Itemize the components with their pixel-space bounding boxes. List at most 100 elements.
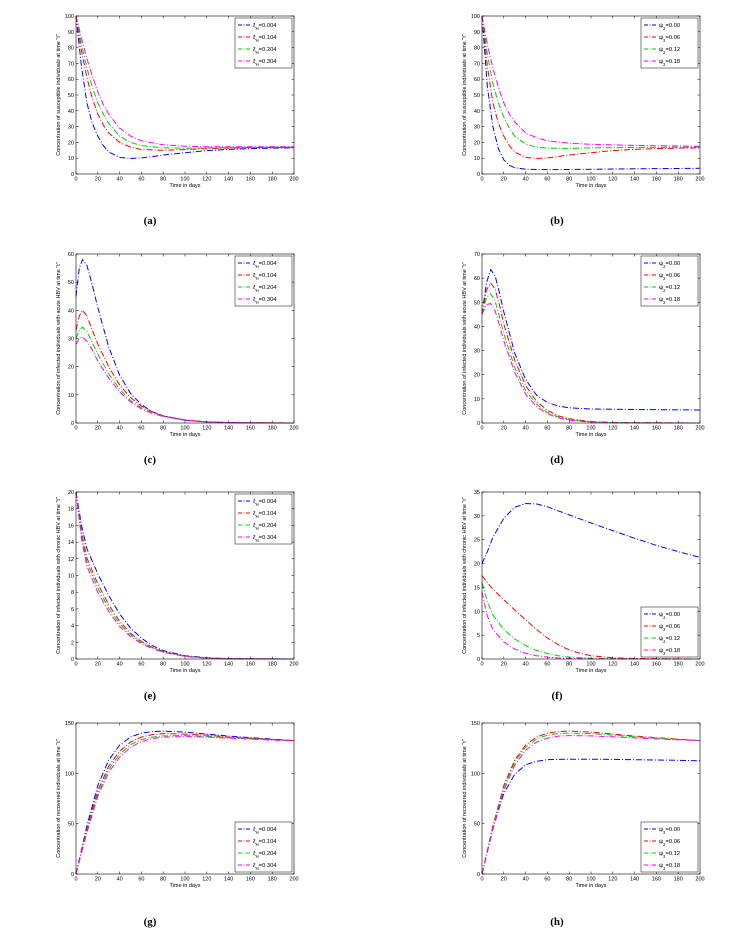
y-tick-label: 50 [68, 822, 74, 828]
x-tick-label: 160 [246, 662, 255, 668]
x-tick-label: 200 [695, 177, 704, 183]
panel-label: (h) [550, 916, 564, 928]
legend-entry: ξH=0.004 [253, 261, 277, 269]
y-tick-label: 8 [71, 590, 74, 596]
y-tick-label: 5 [477, 633, 480, 639]
x-tick-label: 60 [138, 662, 144, 668]
legend: ψ2=0.00 ψ2=0.06 ψ2=0.12 ψ2=0.18 [640, 606, 699, 658]
x-tick-label: 120 [608, 426, 617, 432]
x-tick-label: 120 [608, 177, 617, 183]
x-tick-label: 80 [566, 662, 572, 668]
series-line [75, 326, 295, 424]
y-tick-label: 70 [68, 61, 74, 67]
x-tick-label: 40 [117, 426, 123, 432]
legend-entry: ψ2=0.12 [659, 47, 680, 55]
x-tick-label: 0 [480, 177, 483, 183]
legend-box [234, 255, 293, 307]
x-tick-label: 160 [652, 877, 661, 883]
y-tick-label: 0 [477, 657, 480, 663]
legend-entry: ψ2=0.18 [659, 863, 680, 871]
series-line [481, 302, 701, 424]
x-tick-label: 20 [501, 177, 507, 183]
x-tick-label: 80 [566, 426, 572, 432]
y-tick-label: 18 [68, 507, 74, 513]
x-axis-label: Time in days [170, 883, 201, 889]
legend-box [640, 255, 699, 307]
x-tick-label: 180 [268, 877, 277, 883]
y-tick-label: 0 [71, 421, 74, 427]
legend-entry: ξH=0.004 [253, 23, 277, 31]
x-tick-label: 200 [289, 877, 298, 883]
y-tick-label: 10 [68, 156, 74, 162]
legend-entry: ξH=0.104 [253, 511, 277, 519]
legend-entry: ξH=0.104 [253, 35, 277, 43]
x-tick-label: 100 [586, 662, 595, 668]
legend-entry: ξH=0.104 [253, 273, 277, 281]
legend-entry: ψ2=0.00 [659, 827, 680, 835]
legend: ψ2=0.00 ψ2=0.06 ψ2=0.12 ψ2=0.18 [640, 821, 699, 873]
x-tick-label: 140 [224, 877, 233, 883]
y-tick-label: 20 [474, 140, 480, 146]
y-tick-label: 50 [474, 822, 480, 828]
y-tick-label: 100 [65, 14, 74, 20]
y-tick-label: 100 [471, 771, 480, 777]
panel-label: (d) [550, 454, 564, 466]
y-tick-label: 80 [474, 46, 480, 52]
x-axis-label: Time in days [576, 883, 607, 889]
x-tick-label: 60 [138, 177, 144, 183]
x-tick-label: 60 [138, 426, 144, 432]
x-tick-label: 40 [117, 877, 123, 883]
y-tick-label: 0 [477, 872, 480, 878]
legend-entry: ξH=0.204 [253, 523, 277, 531]
chart-panel-7: 0 20 40 60 80 100 120 140 160 180 200 0 50 100 150 Time… [56, 721, 299, 928]
panel-label: (c) [144, 454, 157, 466]
panel-label: (b) [550, 215, 564, 227]
x-tick-label: 80 [566, 177, 572, 183]
x-tick-label: 40 [117, 177, 123, 183]
chart-panel-5: 0 20 40 60 80 100 120 140 160 180 200 0 2 4 6 8 10 12 14 16… [56, 490, 299, 702]
x-axis-label: Time in days [576, 668, 607, 674]
legend-entry: ψ2=0.06 [659, 624, 680, 632]
y-tick-label: 10 [474, 397, 480, 403]
legend-entry: ψ2=0.06 [659, 35, 680, 43]
x-tick-label: 180 [268, 662, 277, 668]
y-tick-label: 12 [68, 557, 74, 563]
legend-box [640, 17, 699, 69]
x-tick-label: 40 [523, 426, 529, 432]
x-tick-label: 80 [160, 177, 166, 183]
y-tick-label: 30 [68, 125, 74, 131]
y-tick-label: 20 [474, 562, 480, 568]
y-tick-label: 60 [474, 276, 480, 282]
x-tick-label: 20 [501, 877, 507, 883]
x-tick-label: 80 [566, 877, 572, 883]
y-tick-label: 0 [477, 172, 480, 178]
y-tick-label: 4 [71, 624, 74, 630]
x-tick-label: 120 [608, 877, 617, 883]
y-tick-label: 90 [474, 30, 480, 36]
series-line [75, 15, 294, 148]
series-line [481, 268, 701, 411]
x-tick-label: 140 [224, 662, 233, 668]
x-tick-label: 120 [608, 662, 617, 668]
x-tick-label: 0 [74, 662, 77, 668]
chart-panel-8: 0 20 40 60 80 100 120 140 160 180 200 0 50 100 150 Time… [462, 721, 705, 928]
x-tick-label: 100 [180, 177, 189, 183]
series-line [481, 758, 701, 875]
chart-panel-3: 0 20 40 60 80 100 120 140 160 180 200 0 10 20 30 40 50 60… [56, 252, 299, 466]
series-line [75, 730, 295, 875]
panel-label: (f) [552, 690, 563, 702]
y-axis-label: Concentration of susceptible individuals… [56, 34, 62, 156]
y-tick-label: 150 [471, 721, 480, 727]
x-tick-label: 140 [630, 426, 639, 432]
y-tick-label: 150 [65, 721, 74, 727]
y-tick-label: 100 [65, 771, 74, 777]
y-axis-label: Concentration of infected individuals wi… [56, 497, 62, 654]
x-tick-label: 140 [630, 877, 639, 883]
x-tick-label: 100 [180, 877, 189, 883]
panel-label: (e) [144, 690, 157, 702]
y-axis-label: Concentration of recovered individuals a… [462, 739, 468, 858]
legend-entry: ξH=0.204 [253, 47, 277, 55]
x-tick-label: 20 [501, 662, 507, 668]
x-tick-label: 0 [480, 426, 483, 432]
legend-entry: ψ2=0.00 [659, 612, 680, 620]
